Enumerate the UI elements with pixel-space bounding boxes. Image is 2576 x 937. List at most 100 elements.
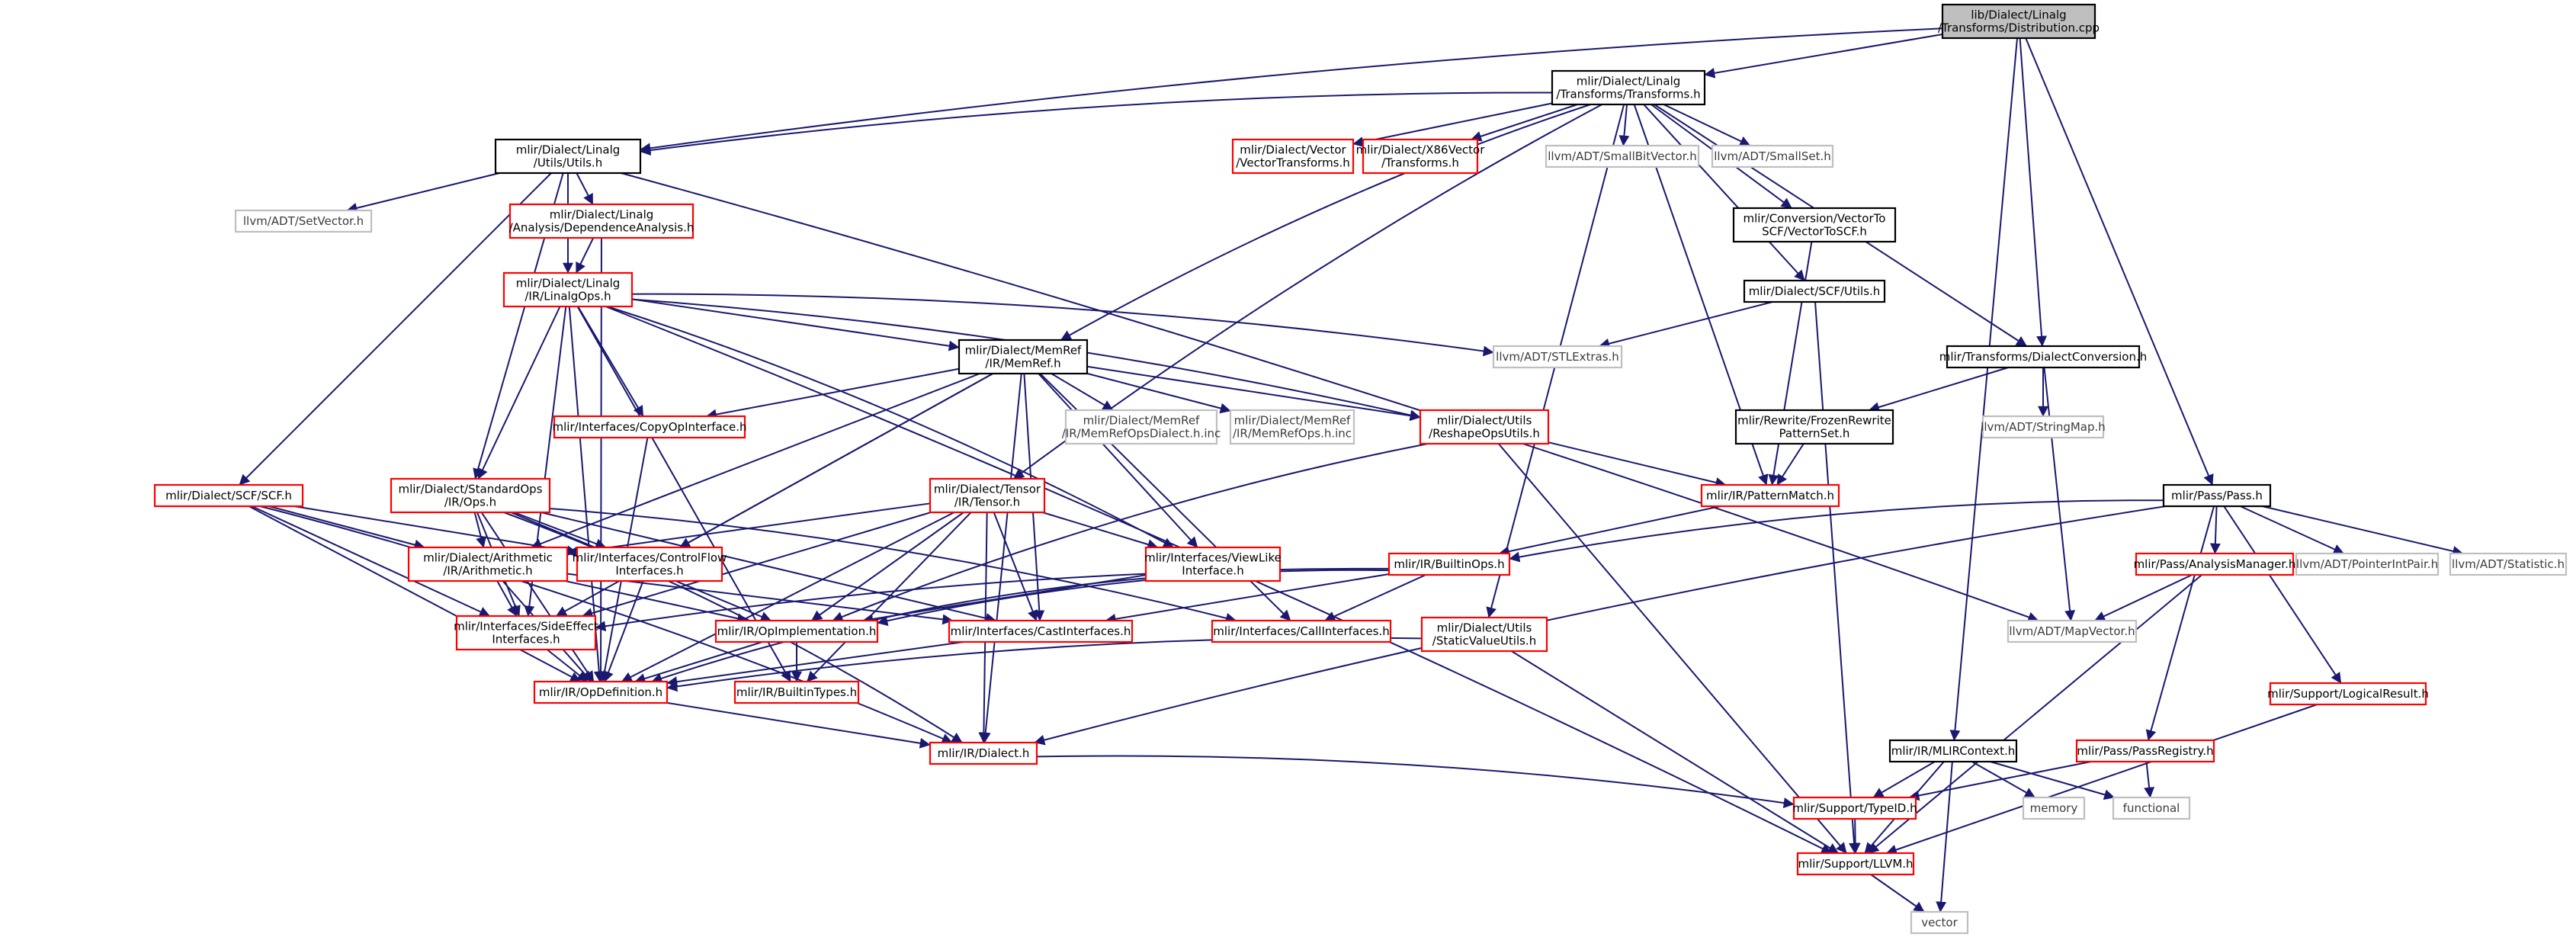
edge-transforms-to-x86vector <box>1471 104 1578 142</box>
node-label: mlir/Dialect/Tensor <box>934 483 1041 496</box>
edge-linalgops-to-viewlike <box>607 306 1174 548</box>
node-opimplementation[interactable]: mlir/IR/OpImplementation.h <box>714 619 879 643</box>
node-box <box>502 271 634 308</box>
node-box <box>2269 682 2427 706</box>
node-label: mlir/Dialect/Utils <box>1437 414 1532 428</box>
edge-linalg_utils-to-mapvector <box>621 172 2039 623</box>
node-scf_utils[interactable]: mlir/Dialect/SCF/Utils.h <box>1743 279 1886 303</box>
node-label: mlir/Pass/PassRegistry.h <box>2077 744 2213 758</box>
edge-scf_utils-to-llvm <box>1814 301 1860 854</box>
edge-scf_utils-to-stlextras <box>1599 301 1773 349</box>
node-arithmetic[interactable]: mlir/Dialect/Arithmetic/IR/Arithmetic.h <box>407 546 569 582</box>
edge-standardops-to-callinterfaces <box>549 507 1237 624</box>
node-standardops[interactable]: mlir/Dialect/StandardOps/IR/Ops.h <box>390 477 551 514</box>
edge-pass-to-passregistry <box>2145 505 2215 741</box>
node-label: /IR/Ops.h <box>444 496 496 509</box>
node-scf[interactable]: mlir/Dialect/SCF/SCF.h <box>153 483 304 508</box>
edge-pass-to-dialect <box>1034 505 2167 746</box>
node-builtinops[interactable]: mlir/IR/BuiltinOps.h <box>1387 552 1511 576</box>
edge-mlircontext-to-functional <box>1990 761 2116 801</box>
node-label: mlir/IR/OpDefinition.h <box>539 685 662 699</box>
node-box <box>153 483 304 508</box>
node-dist[interactable]: lib/Dialect/Linalg/Transforms/Distributi… <box>1938 3 2100 40</box>
node-label: llvm/ADT/Statistic.h <box>2452 557 2565 571</box>
node-label: PatternSet.h <box>1779 427 1850 441</box>
node-transforms[interactable]: mlir/Dialect/Linalg/Transforms/Transform… <box>1551 69 1706 106</box>
node-mlircontext[interactable]: mlir/IR/MLIRContext.h <box>1888 739 2018 763</box>
edge-tensor-to-sideeffect <box>582 512 932 618</box>
node-box <box>1229 409 1355 445</box>
edge-pass-to-logicalresult <box>2223 505 2342 684</box>
node-box <box>1743 279 1886 303</box>
edge-vectortoscf-to-patternmatch <box>1768 241 1813 486</box>
node-memory: memory <box>2022 796 2086 820</box>
node-pass[interactable]: mlir/Pass/Pass.h <box>2162 483 2272 508</box>
node-label: llvm/ADT/STLExtras.h <box>1496 350 1619 364</box>
node-castinterfaces[interactable]: mlir/Interfaces/CastInterfaces.h <box>948 619 1134 643</box>
node-x86vector[interactable]: mlir/Dialect/X86Vector/Transforms.h <box>1356 138 1486 175</box>
node-memref[interactable]: mlir/Dialect/MemRef/IR/MemRef.h <box>958 339 1089 375</box>
node-linalg_utils[interactable]: mlir/Dialect/Linalg/Utils/Utils.h <box>494 138 642 175</box>
edge-patternmatch-to-builtinops <box>1498 505 1721 557</box>
node-staticvalue[interactable]: mlir/Dialect/Utils/StaticValueUtils.h <box>1420 616 1548 653</box>
node-reshapeops[interactable]: mlir/Dialect/Utils/ReshapeOpsUtils.h <box>1419 409 1550 445</box>
node-callinterfaces[interactable]: mlir/Interfaces/CallInterfaces.h <box>1211 619 1392 643</box>
node-label: vector <box>1921 916 1958 929</box>
node-tensor[interactable]: mlir/Dialect/Tensor/IR/Tensor.h <box>929 477 1046 514</box>
edge-memref-to-memrefopsdialect <box>1051 373 1114 411</box>
node-box <box>2135 552 2295 576</box>
node-analysismanager[interactable]: mlir/Pass/AnalysisManager.h <box>2134 552 2296 576</box>
node-logicalresult[interactable]: mlir/Support/LogicalResult.h <box>2267 682 2429 706</box>
edge-transforms-to-smallset <box>1663 104 1751 146</box>
node-statistic: llvm/ADT/Statistic.h <box>2449 552 2568 576</box>
node-vector_transforms[interactable]: mlir/Dialect/Vector/VectorTransforms.h <box>1231 138 1355 175</box>
node-patternmatch[interactable]: mlir/IR/PatternMatch.h <box>1700 483 1840 508</box>
node-passregistry[interactable]: mlir/Pass/PassRegistry.h <box>2075 739 2215 763</box>
node-box <box>407 546 569 582</box>
edge-opimplementation-to-opdefinition <box>634 641 763 684</box>
node-label: llvm/ADT/SetVector.h <box>243 214 364 228</box>
node-copyopinterface[interactable]: mlir/Interfaces/CopyOpInterface.h <box>553 415 747 439</box>
node-box <box>1419 409 1550 445</box>
edge-standardops-to-castinterfaces <box>541 512 996 624</box>
node-label: mlir/Interfaces/CallInterfaces.h <box>1213 624 1389 638</box>
edge-standardops-to-controlflow <box>514 512 607 549</box>
node-box <box>390 477 551 514</box>
node-box <box>1211 619 1392 643</box>
node-builtintypes[interactable]: mlir/IR/BuiltinTypes.h <box>733 680 860 704</box>
node-box <box>948 619 1134 643</box>
node-opdefinition[interactable]: mlir/IR/OpDefinition.h <box>533 680 669 704</box>
node-label: mlir/Support/LogicalResult.h <box>2267 687 2429 701</box>
edge-dist-to-mlircontext <box>1949 37 2019 741</box>
node-linalgops[interactable]: mlir/Dialect/Linalg/IR/LinalgOps.h <box>502 271 634 308</box>
node-box <box>234 209 373 233</box>
node-box <box>1144 546 1282 582</box>
edge-scf-to-arithmetic <box>268 505 425 550</box>
edge-memref-to-viewlike <box>1038 373 1198 548</box>
node-label: /Transforms/Transforms.h <box>1556 88 1700 101</box>
node-box <box>1420 616 1548 653</box>
edge-tensor-to-opimplementation <box>811 512 964 621</box>
node-dialectconversion[interactable]: mlir/Transforms/DialectConversion.h <box>1939 345 2147 369</box>
node-label: llvm/ADT/StringMap.h <box>1981 420 2106 434</box>
node-label: mlir/Dialect/SCF/Utils.h <box>1749 284 1881 298</box>
node-box <box>958 339 1089 375</box>
node-dependence[interactable]: mlir/Dialect/Linalg/Analysis/DependenceA… <box>509 203 695 239</box>
node-vectortoscf[interactable]: mlir/Conversion/VectorToSCF/VectorToSCF.… <box>1732 207 1897 243</box>
node-box <box>1231 138 1355 175</box>
node-llvm[interactable]: mlir/Support/LLVM.h <box>1796 852 1915 876</box>
edge-memref-to-arithmetic <box>531 373 980 549</box>
node-label: llvm/ADT/SmallBitVector.h <box>1548 149 1697 163</box>
node-smallset: llvm/ADT/SmallSet.h <box>1711 144 1834 168</box>
edge-tensor-to-viewlike <box>1042 512 1159 550</box>
node-typeid[interactable]: mlir/Support/TypeID.h <box>1792 796 1917 820</box>
node-label: mlir/Dialect/MemRef <box>965 344 1082 358</box>
node-dialect[interactable]: mlir/IR/Dialect.h <box>929 741 1038 765</box>
edge-transforms-to-smallbitvector <box>1618 104 1630 146</box>
node-box <box>1910 910 1969 935</box>
node-label: mlir/IR/BuiltinOps.h <box>1394 557 1504 571</box>
